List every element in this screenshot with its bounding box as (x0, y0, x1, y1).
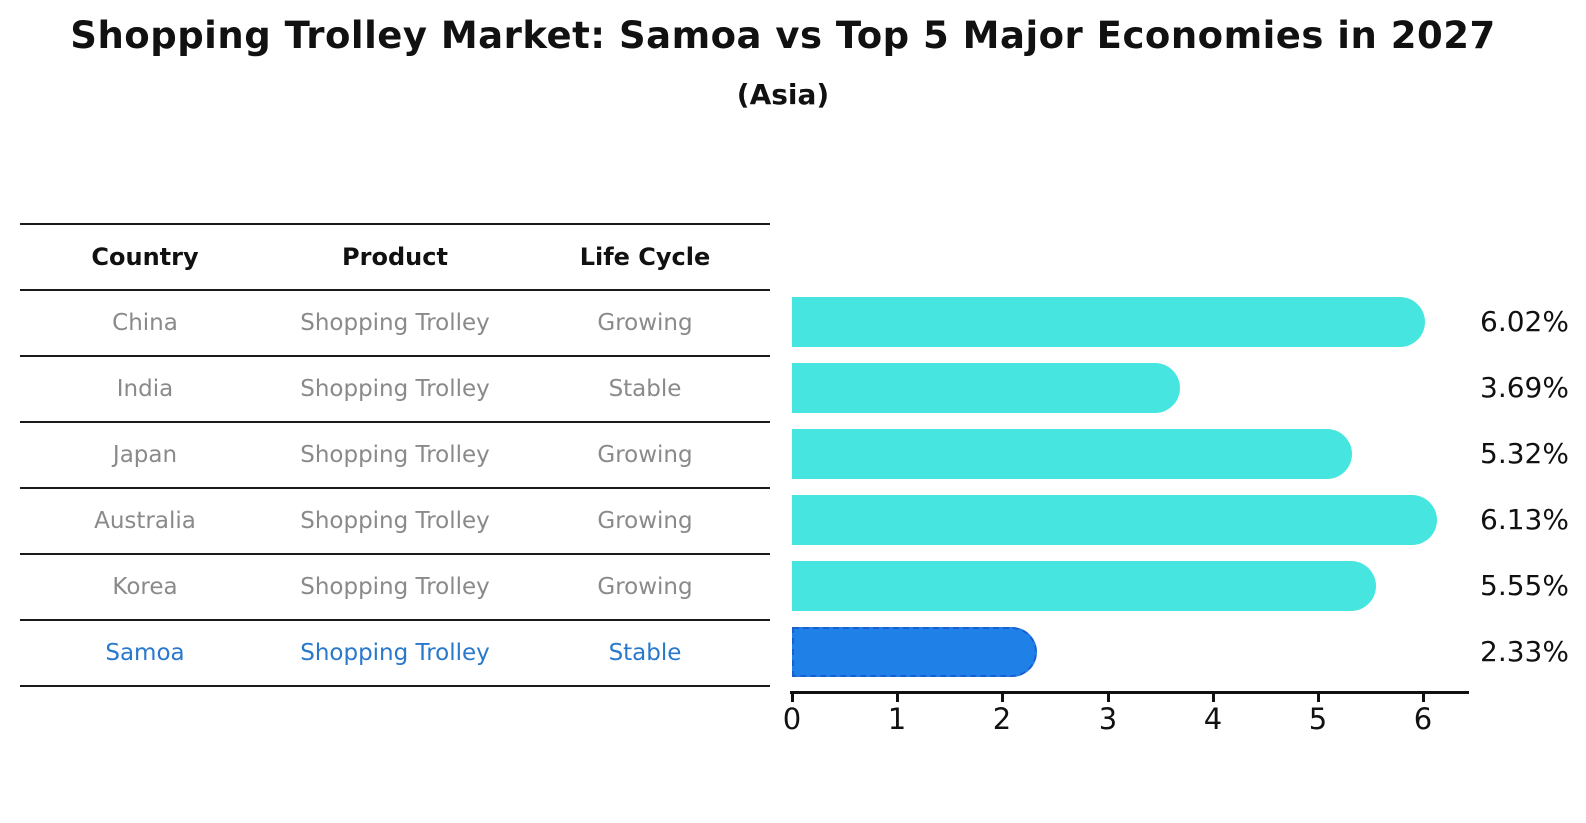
bar-japan (792, 429, 1352, 479)
bar-row (792, 627, 1038, 677)
x-tick-label: 2 (992, 702, 1012, 736)
x-tick-label: 6 (1413, 702, 1433, 736)
table-row-japan: Japan Shopping Trolley Growing (20, 423, 770, 489)
x-tick-label: 3 (1098, 702, 1118, 736)
table-row-samoa: Samoa Shopping Trolley Stable (20, 621, 770, 687)
bar-row (792, 561, 1376, 611)
table-row-korea: Korea Shopping Trolley Growing (20, 555, 770, 621)
country-table: Country Product Life Cycle China Shoppin… (20, 223, 770, 687)
value-label-korea: 5.55% (1480, 569, 1569, 602)
cell-country: Korea (112, 574, 178, 600)
bar-china (792, 297, 1426, 347)
table-row-australia: Australia Shopping Trolley Growing (20, 489, 770, 555)
x-tick (1001, 693, 1004, 702)
bar-row (792, 495, 1437, 545)
x-tick (896, 693, 899, 702)
cell-life-cycle: Stable (608, 640, 682, 666)
bar-samoa (792, 627, 1038, 677)
cell-country: China (112, 310, 178, 336)
x-tick (1212, 693, 1215, 702)
column-header-country: Country (91, 243, 199, 271)
x-tick-label: 0 (782, 702, 802, 736)
cell-life-cycle: Growing (597, 574, 693, 600)
bar-korea (792, 561, 1376, 611)
chart-title: Shopping Trolley Market: Samoa vs Top 5 … (70, 14, 1496, 57)
cell-country: Japan (112, 442, 178, 468)
cell-life-cycle: Stable (608, 376, 682, 402)
cell-life-cycle: Growing (597, 508, 693, 534)
x-tick (1422, 693, 1425, 702)
cell-product: Shopping Trolley (300, 640, 490, 666)
cell-country: Australia (94, 508, 196, 534)
value-label-china: 6.02% (1480, 305, 1569, 338)
bar-india (792, 363, 1181, 413)
column-header-product: Product (342, 243, 448, 271)
value-label-india: 3.69% (1480, 371, 1569, 404)
cell-product: Shopping Trolley (300, 508, 490, 534)
cell-product: Shopping Trolley (300, 310, 490, 336)
bar-row (792, 297, 1426, 347)
value-label-australia: 6.13% (1480, 503, 1569, 536)
x-tick-label: 4 (1203, 702, 1223, 736)
cell-product: Shopping Trolley (300, 442, 490, 468)
cell-product: Shopping Trolley (300, 376, 490, 402)
cell-life-cycle: Growing (597, 310, 693, 336)
table-header-row: Country Product Life Cycle (20, 225, 770, 291)
table-row-india: India Shopping Trolley Stable (20, 357, 770, 423)
table-row-china: China Shopping Trolley Growing (20, 291, 770, 357)
chart-subtitle: (Asia) (736, 78, 830, 111)
cell-country: India (116, 376, 174, 402)
x-axis-line (790, 691, 1469, 694)
bar-australia (792, 495, 1437, 545)
column-header-life-cycle: Life Cycle (579, 243, 711, 271)
value-label-samoa: 2.33% (1480, 635, 1569, 668)
x-tick-label: 5 (1308, 702, 1328, 736)
x-tick (1107, 693, 1110, 702)
x-tick-label: 1 (887, 702, 907, 736)
bar-row (792, 429, 1352, 479)
cell-country: Samoa (105, 640, 185, 666)
value-label-japan: 5.32% (1480, 437, 1569, 470)
cell-life-cycle: Growing (597, 442, 693, 468)
x-tick (1317, 693, 1320, 702)
bar-row (792, 363, 1181, 413)
x-tick (791, 693, 794, 702)
cell-product: Shopping Trolley (300, 574, 490, 600)
